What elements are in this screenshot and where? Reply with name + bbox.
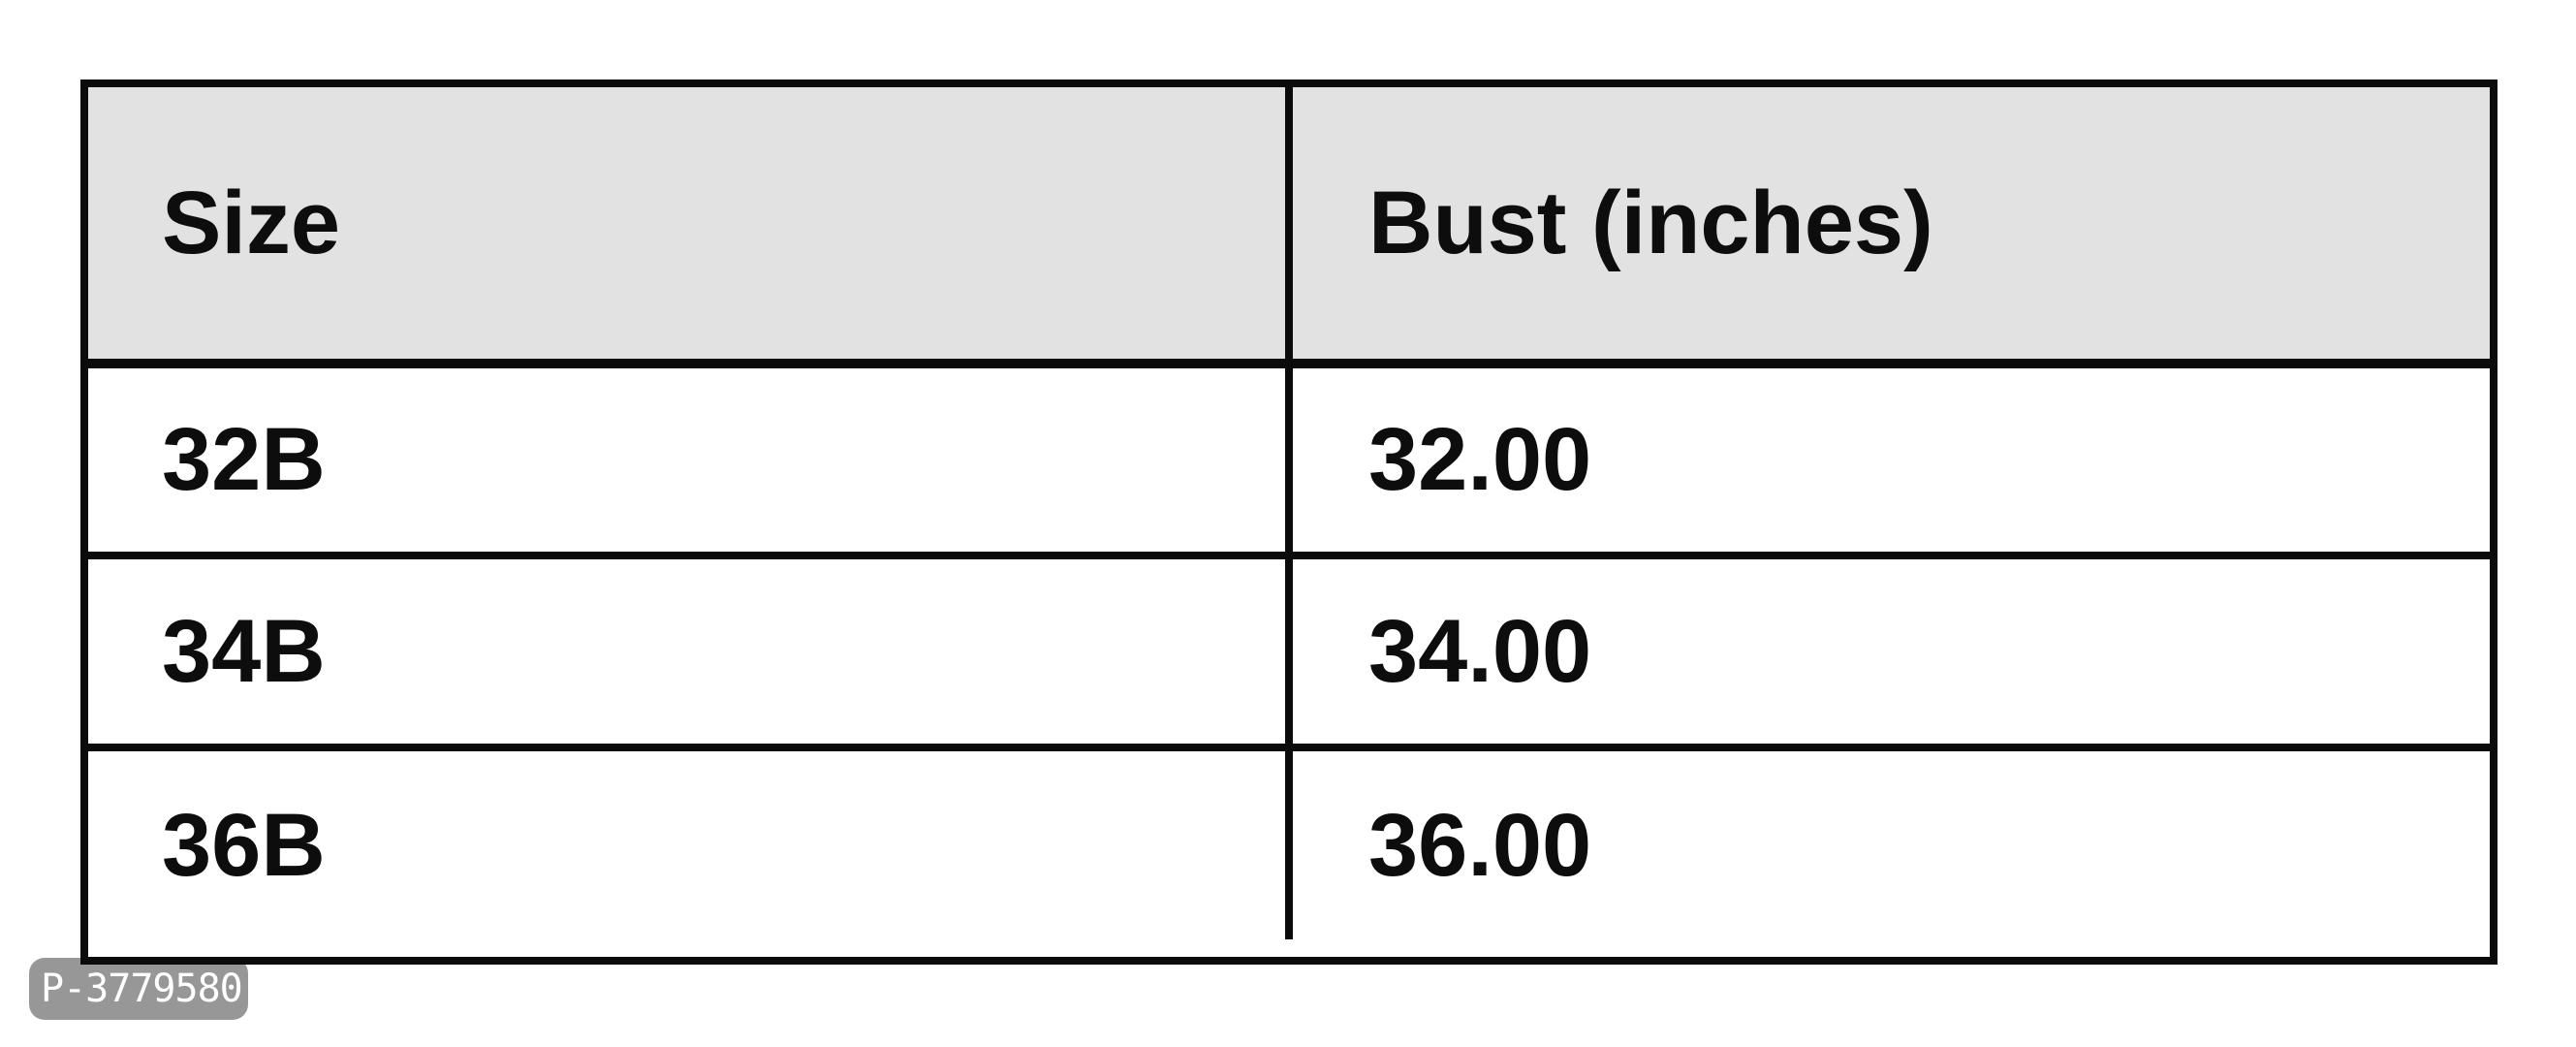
product-id-text: P-3779580 — [41, 967, 243, 1011]
table-header-row: Size Bust (inches) — [88, 87, 2490, 368]
table-row: 34B 34.00 — [88, 559, 2490, 751]
bust-cell: 32.00 — [1368, 410, 1592, 509]
table-row: 32B 32.00 — [88, 368, 2490, 559]
bust-cell: 34.00 — [1368, 601, 1592, 701]
product-id-badge: P-3779580 — [29, 958, 248, 1020]
size-cell: 36B — [88, 751, 1293, 939]
size-chart-table: Size Bust (inches) 32B 32.00 34B 34.00 3… — [80, 79, 2497, 965]
header-cell-bust-inches: Bust (inches) — [1368, 173, 1933, 272]
size-cell: 34B — [88, 559, 1293, 744]
header-cell-size: Size — [88, 87, 1293, 359]
table-row: 36B 36.00 — [88, 751, 2490, 939]
size-cell: 32B — [88, 368, 1293, 552]
bust-cell: 36.00 — [1368, 795, 1592, 895]
